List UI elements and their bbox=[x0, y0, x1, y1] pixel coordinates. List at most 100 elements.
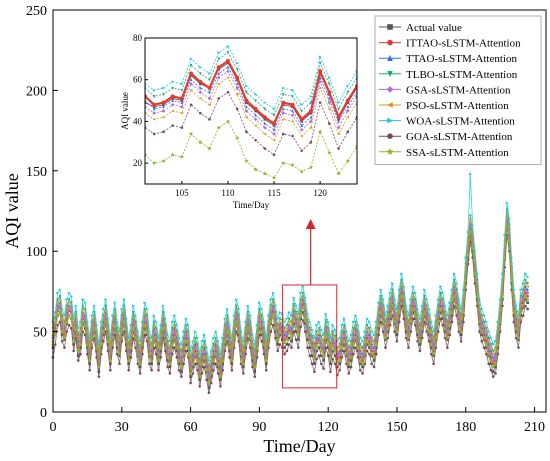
inset-data-point bbox=[281, 93, 285, 97]
inset-data-point bbox=[170, 94, 175, 99]
data-point bbox=[287, 323, 291, 327]
data-point bbox=[354, 314, 358, 317]
data-point bbox=[466, 246, 470, 250]
data-point bbox=[352, 346, 355, 349]
data-point bbox=[397, 288, 402, 292]
data-point bbox=[166, 365, 169, 369]
data-point bbox=[78, 330, 82, 333]
data-point bbox=[349, 333, 353, 337]
data-point bbox=[299, 291, 303, 295]
data-point bbox=[243, 342, 248, 347]
data-point bbox=[195, 346, 199, 349]
data-point bbox=[242, 365, 245, 369]
data-point bbox=[526, 301, 529, 304]
data-point bbox=[485, 327, 488, 331]
data-point bbox=[209, 371, 214, 376]
data-point bbox=[418, 317, 422, 321]
data-point bbox=[255, 356, 259, 359]
inset-y-axis-title: AQI value bbox=[120, 92, 130, 130]
data-point bbox=[60, 317, 64, 321]
data-point bbox=[442, 326, 448, 331]
data-point bbox=[400, 272, 404, 276]
data-point bbox=[524, 304, 527, 308]
data-point bbox=[286, 330, 292, 336]
data-point bbox=[388, 323, 392, 327]
data-point bbox=[79, 320, 83, 324]
data-point bbox=[207, 359, 211, 362]
data-point bbox=[138, 339, 142, 343]
data-point bbox=[71, 338, 76, 344]
data-point bbox=[58, 320, 62, 324]
inset-data-point bbox=[327, 90, 332, 95]
data-point bbox=[258, 301, 262, 304]
data-point bbox=[181, 345, 186, 350]
data-point bbox=[496, 352, 500, 356]
data-point bbox=[438, 300, 443, 305]
data-point bbox=[353, 329, 358, 334]
data-point bbox=[356, 349, 360, 353]
data-point bbox=[457, 298, 461, 301]
inset-data-point bbox=[189, 63, 193, 67]
data-point bbox=[446, 338, 449, 341]
data-point bbox=[456, 319, 462, 324]
data-point bbox=[459, 317, 463, 321]
data-point bbox=[505, 211, 509, 214]
data-point bbox=[355, 345, 361, 350]
data-point bbox=[223, 349, 227, 353]
data-point bbox=[257, 316, 262, 321]
data-point bbox=[290, 346, 293, 349]
data-point bbox=[375, 352, 378, 356]
data-point bbox=[404, 330, 408, 333]
inset-series-8 bbox=[145, 119, 357, 180]
inset-x-tick-label: 110 bbox=[221, 188, 235, 198]
data-point bbox=[67, 304, 71, 308]
data-point bbox=[386, 304, 390, 308]
data-point bbox=[358, 358, 363, 363]
data-point bbox=[330, 333, 335, 337]
data-point bbox=[364, 338, 370, 344]
data-point bbox=[306, 312, 310, 316]
data-point bbox=[138, 372, 142, 375]
data-point bbox=[301, 319, 305, 322]
data-point bbox=[184, 333, 188, 337]
data-point bbox=[416, 333, 419, 337]
data-point bbox=[177, 362, 181, 366]
data-point bbox=[128, 345, 134, 350]
data-point bbox=[106, 327, 110, 330]
data-point bbox=[67, 291, 71, 295]
inset-data-point bbox=[365, 126, 368, 129]
data-point bbox=[97, 343, 101, 346]
data-point bbox=[395, 333, 399, 337]
inset-data-point bbox=[337, 101, 341, 104]
data-point bbox=[523, 287, 528, 292]
data-point bbox=[322, 333, 326, 337]
data-point bbox=[191, 365, 195, 369]
data-point bbox=[175, 323, 179, 327]
data-point bbox=[512, 320, 516, 324]
inset-data-point bbox=[152, 111, 157, 115]
data-point bbox=[482, 314, 486, 317]
legend-marker bbox=[386, 148, 394, 155]
data-point bbox=[349, 365, 353, 369]
data-point bbox=[282, 340, 287, 345]
data-point bbox=[479, 317, 484, 321]
inset-data-point bbox=[235, 61, 239, 65]
data-point bbox=[216, 355, 220, 360]
data-point bbox=[352, 320, 356, 324]
data-point bbox=[269, 307, 273, 311]
data-point bbox=[113, 301, 117, 304]
data-point bbox=[314, 343, 319, 348]
legend: Actual value ITTAO-sLSTM-Attention TTAO-sL… bbox=[374, 15, 542, 165]
data-point bbox=[197, 368, 202, 372]
data-point bbox=[423, 288, 427, 292]
data-point bbox=[67, 301, 71, 304]
data-point bbox=[134, 346, 137, 349]
inset-data-point bbox=[161, 100, 166, 105]
data-point bbox=[80, 319, 85, 324]
data-point bbox=[489, 368, 493, 372]
data-point bbox=[420, 304, 424, 308]
inset-data-point bbox=[337, 107, 340, 111]
data-point bbox=[76, 359, 80, 362]
inset-data-point bbox=[189, 103, 193, 107]
data-point bbox=[461, 310, 466, 315]
